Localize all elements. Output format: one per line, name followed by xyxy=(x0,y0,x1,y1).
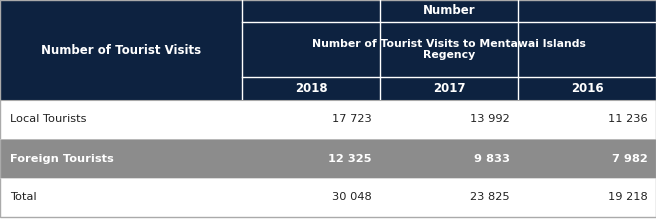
Text: 19 218: 19 218 xyxy=(608,193,648,203)
Text: 17 723: 17 723 xyxy=(332,115,372,124)
Bar xyxy=(518,77,656,100)
Text: Local Tourists: Local Tourists xyxy=(10,115,87,124)
Bar xyxy=(242,77,380,100)
Text: 23 825: 23 825 xyxy=(470,193,510,203)
Text: 9 833: 9 833 xyxy=(474,154,510,164)
Bar xyxy=(242,22,656,77)
Bar xyxy=(0,139,656,178)
Text: 12 325: 12 325 xyxy=(329,154,372,164)
Text: 2016: 2016 xyxy=(571,82,604,95)
Text: 7 982: 7 982 xyxy=(612,154,648,164)
Text: 13 992: 13 992 xyxy=(470,115,510,124)
Text: 11 236: 11 236 xyxy=(608,115,648,124)
Text: 2018: 2018 xyxy=(295,82,327,95)
Bar xyxy=(0,178,656,217)
Text: Number of Tourist Visits: Number of Tourist Visits xyxy=(41,44,201,57)
Text: 30 048: 30 048 xyxy=(332,193,372,203)
Text: Total: Total xyxy=(10,193,37,203)
Text: Number: Number xyxy=(422,5,476,18)
Text: Number of Tourist Visits to Mentawai Islands
Regency: Number of Tourist Visits to Mentawai Isl… xyxy=(312,39,586,60)
Text: Foreign Tourists: Foreign Tourists xyxy=(10,154,113,164)
Bar xyxy=(242,0,656,22)
Bar xyxy=(0,100,656,139)
Bar xyxy=(380,77,518,100)
Bar xyxy=(0,0,242,100)
Text: 2017: 2017 xyxy=(433,82,465,95)
